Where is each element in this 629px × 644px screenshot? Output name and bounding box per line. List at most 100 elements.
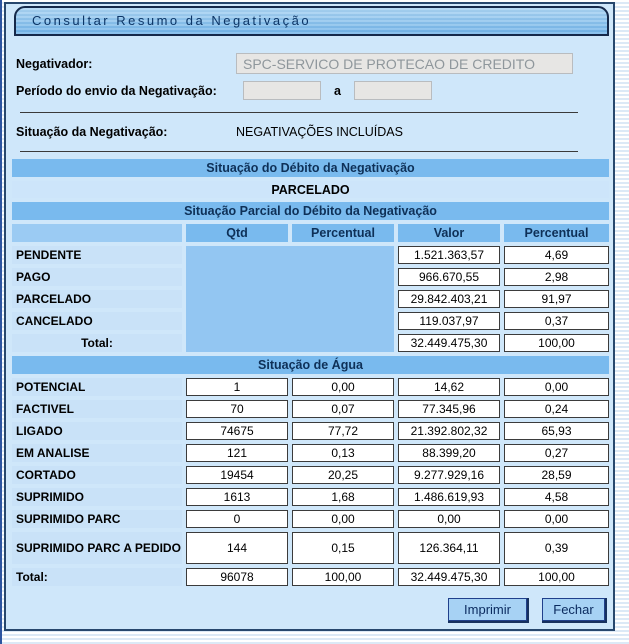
periodo-label: Período do envio da Negativação: — [16, 83, 217, 98]
column-header-percentual: Percentual — [292, 224, 394, 242]
situacao-label: Situação da Negativação: — [16, 125, 168, 139]
valor-pct-cell: 0,00 — [504, 510, 609, 528]
valor-cell: 21.392.802,32 — [398, 422, 500, 440]
percentual-cell: 0,37 — [504, 312, 609, 330]
qtd-pct-cell: 0,00 — [292, 510, 394, 528]
periodo-separator-label: a — [334, 83, 341, 98]
row-label: PAGO — [12, 268, 182, 286]
valor-cell: 1.486.619,93 — [398, 488, 500, 506]
valor-cell: 119.037,97 — [398, 312, 500, 330]
row-label: EM ANALISE — [12, 444, 182, 462]
qtd-cell: 1613 — [186, 488, 288, 506]
consultar-resumo-dialog: Consultar Resumo da Negativação Negativa… — [4, 2, 615, 631]
valor-cell: 0,00 — [398, 510, 500, 528]
column-header-qtd: Qtd — [186, 224, 288, 242]
valor-pct-cell: 28,59 — [504, 466, 609, 484]
valor-cell: 14,62 — [398, 378, 500, 396]
row-label: PENDENTE — [12, 246, 182, 264]
valor-cell: 32.449.475,30 — [398, 568, 500, 586]
row-label: LIGADO — [12, 422, 182, 440]
table-row: PENDENTE 1.521.363,57 4,69 — [12, 246, 609, 352]
valor-pct-cell: 65,93 — [504, 422, 609, 440]
valor-pct-cell: 0,24 — [504, 400, 609, 418]
agua-total-row: Total: 96078 100,00 32.449.475,30 100,00 — [12, 568, 609, 586]
dialog-title: Consultar Resumo da Negativação — [32, 13, 312, 28]
situacao-value: NEGATIVAÇÕES INCLUÍDAS — [236, 125, 403, 139]
table-row: EM ANALISE 121 0,13 88.399,20 0,27 — [12, 444, 609, 462]
column-header-empty — [12, 224, 182, 242]
percentual-cell: 2,98 — [504, 268, 609, 286]
debito-total-row: Total: 32.449.475,30 100,00 — [12, 334, 609, 352]
table-row: POTENCIAL 1 0,00 14,62 0,00 — [12, 378, 609, 396]
table-row: PAGO 966.670,55 2,98 — [12, 268, 609, 286]
row-label: FACTIVEL — [12, 400, 182, 418]
valor-pct-cell: 100,00 — [504, 568, 609, 586]
table-row: SUPRIMIDO 1613 1,68 1.486.619,93 4,58 — [12, 488, 609, 506]
column-header-row: Qtd Percentual Valor Percentual — [12, 224, 609, 242]
button-row: Imprimir Fechar — [448, 598, 605, 621]
valor-pct-cell: 0,39 — [504, 532, 609, 564]
valor-pct-cell: 4,58 — [504, 488, 609, 506]
percentual-cell: 4,69 — [504, 246, 609, 264]
qtd-pct-cell: 1,68 — [292, 488, 394, 506]
valor-cell: 32.449.475,30 — [398, 334, 500, 352]
valor-pct-cell: 0,27 — [504, 444, 609, 462]
row-label: SUPRIMIDO PARC A PEDIDO — [12, 532, 182, 564]
section-header-agua: Situação de Água — [12, 356, 609, 374]
valor-cell: 1.521.363,57 — [398, 246, 500, 264]
form-area: Negativador: Período do envio da Negativ… — [6, 36, 613, 152]
imprimir-button[interactable]: Imprimir — [448, 598, 527, 621]
table-row: SUPRIMIDO PARC A PEDIDO 144 0,15 126.364… — [12, 532, 609, 564]
negativador-input — [236, 53, 573, 74]
periodo-row: Período do envio da Negativação: a — [16, 81, 613, 100]
periodo-from-input[interactable] — [243, 81, 321, 100]
row-label: POTENCIAL — [12, 378, 182, 396]
qtd-pct-cell: 0,15 — [292, 532, 394, 564]
resumo-table: Situação do Débito da Negativação PARCEL… — [8, 155, 613, 590]
valor-pct-cell: 0,00 — [504, 378, 609, 396]
debito-subheader: PARCELADO — [12, 181, 609, 198]
situacao-row: Situação da Negativação: NEGATIVAÇÕES IN… — [16, 124, 613, 140]
column-header-valor: Valor — [398, 224, 500, 242]
percentual-cell: 100,00 — [504, 334, 609, 352]
total-label: Total: — [12, 334, 182, 352]
qtd-cell: 121 — [186, 444, 288, 462]
dialog-titlebar: Consultar Resumo da Negativação — [14, 6, 609, 36]
qtd-pct-cell: 0,13 — [292, 444, 394, 462]
total-label: Total: — [12, 568, 182, 586]
periodo-to-input[interactable] — [353, 81, 432, 100]
qtd-cell: 96078 — [186, 568, 288, 586]
percentual-cell: 91,97 — [504, 290, 609, 308]
negativador-row: Negativador: — [16, 53, 613, 74]
table-row: CORTADO 19454 20,25 9.277.929,16 28,59 — [12, 466, 609, 484]
separator-line — [20, 151, 578, 152]
column-header-percentual2: Percentual — [504, 224, 609, 242]
valor-cell: 9.277.929,16 — [398, 466, 500, 484]
qtd-cell: 144 — [186, 532, 288, 564]
table-row: CANCELADO 119.037,97 0,37 — [12, 312, 609, 330]
qtd-pct-cell: 0,00 — [292, 378, 394, 396]
row-label: CANCELADO — [12, 312, 182, 330]
fechar-button[interactable]: Fechar — [542, 598, 605, 621]
row-label: SUPRIMIDO PARC — [12, 510, 182, 528]
qtd-pct-cell: 77,72 — [292, 422, 394, 440]
valor-cell: 126.364,11 — [398, 532, 500, 564]
qtd-cell: 70 — [186, 400, 288, 418]
valor-cell: 88.399,20 — [398, 444, 500, 462]
qtd-cell: 74675 — [186, 422, 288, 440]
qtd-pct-cell: 0,07 — [292, 400, 394, 418]
valor-cell: 77.345,96 — [398, 400, 500, 418]
section-header-debito: Situação do Débito da Negativação — [12, 159, 609, 177]
table-row: SUPRIMIDO PARC 0 0,00 0,00 0,00 — [12, 510, 609, 528]
empty-merged-cell — [186, 246, 394, 352]
valor-cell: 966.670,55 — [398, 268, 500, 286]
qtd-pct-cell: 100,00 — [292, 568, 394, 586]
row-label: SUPRIMIDO — [12, 488, 182, 506]
window-left-border — [0, 0, 2, 644]
valor-cell: 29.842.403,21 — [398, 290, 500, 308]
table-row: PARCELADO 29.842.403,21 91,97 — [12, 290, 609, 308]
table-row: FACTIVEL 70 0,07 77.345,96 0,24 — [12, 400, 609, 418]
row-label: PARCELADO — [12, 290, 182, 308]
qtd-pct-cell: 20,25 — [292, 466, 394, 484]
separator-line — [20, 112, 578, 113]
